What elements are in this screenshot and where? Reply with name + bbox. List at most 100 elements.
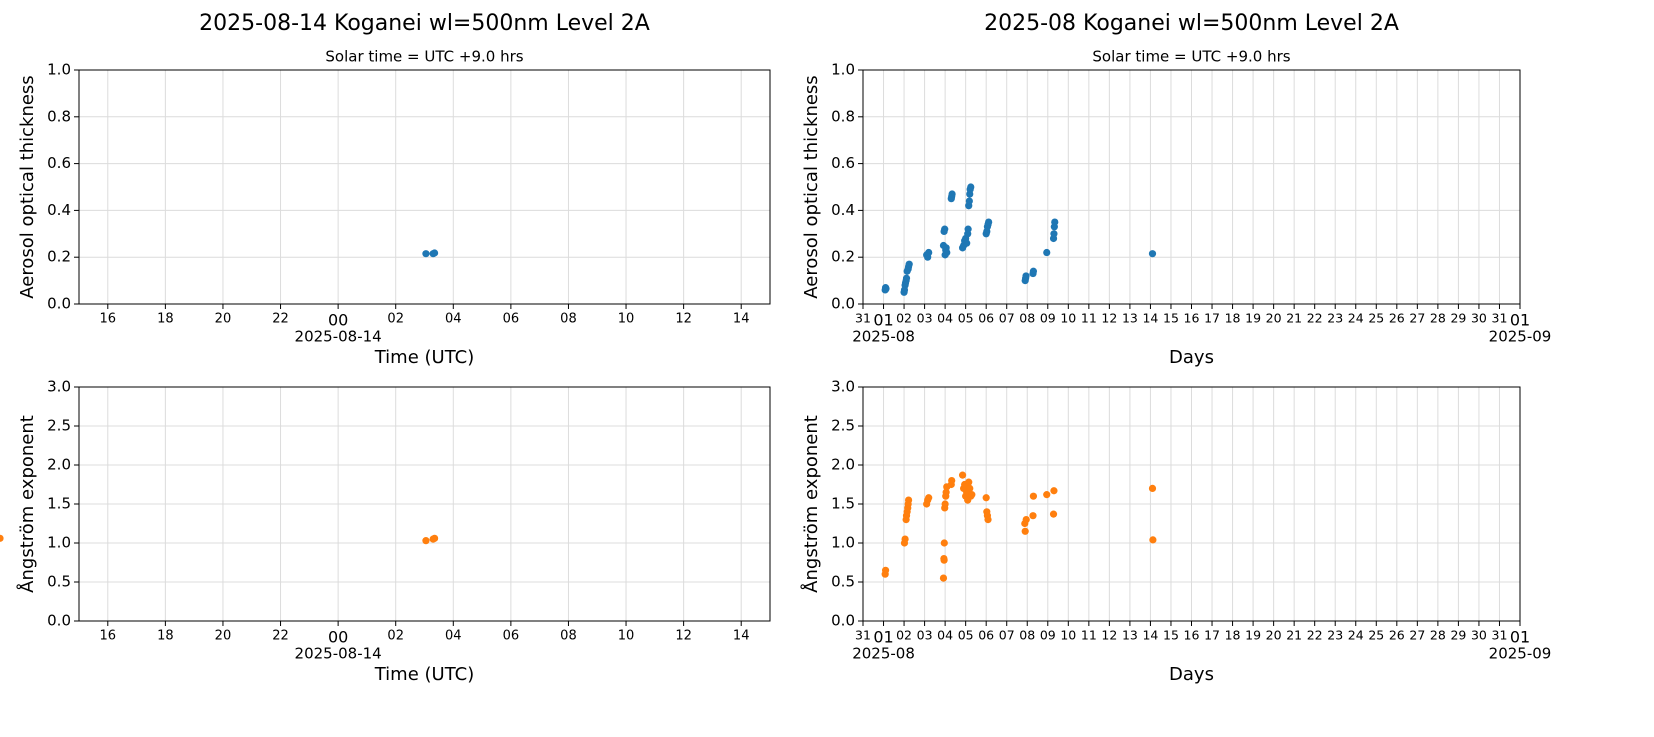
x-tick-label: 04 — [445, 629, 462, 644]
x-tick-label: 08 — [560, 629, 577, 644]
y-axis-label: Aerosol optical thickness — [801, 75, 822, 298]
y-tick-label: 1.0 — [47, 534, 71, 552]
y-tick-label: 0.8 — [47, 107, 71, 125]
x-tick-label: 07 — [999, 628, 1015, 643]
data-point — [882, 285, 890, 293]
plot-frame — [78, 386, 771, 622]
x-tick-label: 24 — [1348, 311, 1364, 326]
data-point — [964, 225, 972, 233]
data-point — [948, 477, 956, 485]
data-point — [1043, 248, 1051, 257]
data-point — [1029, 267, 1038, 275]
x-tick-label: 23 — [1327, 311, 1343, 326]
x-tick-label: 06 — [503, 312, 520, 327]
x-tick-label: 13 — [1122, 628, 1138, 643]
plot-frame — [862, 386, 1521, 622]
y-axis-label: Ångström exponent — [16, 415, 38, 593]
x-tick-label: 19 — [1245, 311, 1261, 326]
data-point — [985, 218, 993, 226]
x-tick-label: 08 — [560, 312, 577, 327]
x-date-label: 2025-09 — [1489, 328, 1552, 346]
x-tick-label: 28 — [1430, 628, 1446, 643]
x-tick-label: 10 — [618, 629, 635, 644]
y-tick-label: 0.8 — [831, 107, 855, 125]
x-tick-label: 18 — [157, 312, 174, 327]
data-point — [941, 225, 949, 233]
x-tick-label: 12 — [675, 312, 692, 327]
x-tick-label: 08 — [1019, 311, 1035, 326]
data-point — [1022, 516, 1030, 524]
x-tick-label: 05 — [958, 311, 974, 326]
x-tick-label: 04 — [445, 312, 462, 327]
x-tick-label: 00 — [328, 628, 348, 647]
x-tick-label: 22 — [1307, 628, 1323, 643]
y-tick-label: 0.6 — [47, 154, 71, 172]
x-tick-label: 00 — [328, 311, 348, 330]
x-date-label: 2025-08-14 — [295, 328, 382, 346]
y-tick-label: 1.0 — [831, 61, 855, 79]
data-point — [430, 534, 439, 542]
x-tick-label: 10 — [1060, 628, 1076, 643]
y-tick-label: 1.5 — [47, 495, 71, 513]
x-tick-label: 21 — [1286, 628, 1302, 643]
x-tick-label: 06 — [503, 629, 520, 644]
x-tick-label: 01 — [1510, 311, 1530, 330]
data-point — [939, 574, 948, 582]
x-tick-label: 04 — [937, 311, 953, 326]
data-point — [967, 183, 975, 191]
data-point — [905, 260, 913, 268]
x-axis-label: Days — [1169, 664, 1214, 685]
x-tick-label: 15 — [1163, 628, 1179, 643]
data-point — [901, 535, 909, 543]
y-tick-label: 3.0 — [47, 378, 71, 396]
data-point — [968, 491, 976, 499]
y-tick-label: 0.4 — [47, 201, 71, 219]
plot-frame — [862, 69, 1521, 305]
data-point — [881, 566, 890, 574]
x-date-label: 2025-08-14 — [295, 645, 382, 663]
data-point — [0, 534, 4, 542]
x-tick-label: 12 — [1101, 311, 1117, 326]
x-tick-label: 20 — [1266, 628, 1282, 643]
data-point — [1148, 250, 1157, 258]
x-tick-label: 02 — [387, 629, 404, 644]
x-tick-label: 10 — [1060, 311, 1076, 326]
data-point — [984, 516, 992, 524]
x-tick-label: 22 — [272, 312, 289, 327]
x-tick-label: 28 — [1430, 311, 1446, 326]
data-point — [963, 239, 971, 247]
x-tick-label: 13 — [1122, 311, 1138, 326]
data-point — [941, 500, 949, 508]
x-tick-label: 27 — [1409, 311, 1425, 326]
y-tick-label: 1.5 — [831, 495, 855, 513]
x-tick-label: 17 — [1204, 311, 1220, 326]
data-point — [965, 478, 973, 486]
x-tick-label: 16 — [100, 629, 117, 644]
data-point — [943, 248, 951, 257]
y-axis-label: Ångström exponent — [800, 415, 822, 593]
x-tick-label: 31 — [855, 311, 871, 326]
x-date-label: 2025-08 — [852, 645, 915, 663]
x-tick-label: 30 — [1471, 628, 1487, 643]
data-point — [904, 496, 913, 504]
y-tick-label: 2.0 — [47, 456, 71, 474]
x-tick-label: 01 — [873, 311, 893, 330]
x-tick-label: 25 — [1368, 628, 1384, 643]
data-point — [948, 190, 956, 198]
data-point — [940, 556, 948, 564]
x-tick-label: 20 — [215, 629, 232, 644]
x-tick-label: 04 — [937, 628, 953, 643]
x-tick-label: 23 — [1327, 628, 1343, 643]
data-point — [1051, 218, 1059, 226]
x-tick-label: 01 — [873, 628, 893, 647]
x-tick-label: 11 — [1081, 628, 1097, 643]
data-point — [940, 539, 948, 547]
y-tick-label: 1.0 — [47, 61, 71, 79]
x-tick-label: 18 — [1225, 311, 1241, 326]
x-tick-label: 03 — [917, 311, 933, 326]
x-tick-label: 06 — [978, 311, 994, 326]
y-tick-label: 1.0 — [831, 534, 855, 552]
x-tick-label: 06 — [978, 628, 994, 643]
x-tick-label: 22 — [272, 629, 289, 644]
